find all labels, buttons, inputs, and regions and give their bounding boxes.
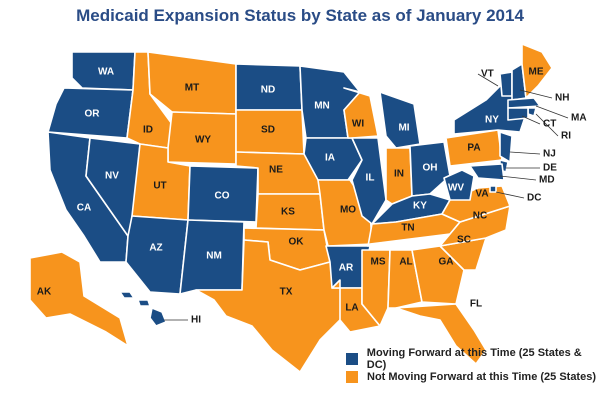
state-label-wy: WY (195, 135, 211, 146)
states-layer (29, 43, 553, 373)
state-label-oh: OH (423, 163, 438, 174)
state-ma (507, 97, 541, 109)
state-label-dc: DC (527, 193, 541, 204)
state-label-md: MD (539, 175, 555, 186)
leader-line-ct (521, 115, 541, 125)
state-vt (499, 71, 513, 97)
state-fl (395, 303, 487, 365)
state-label-id: ID (143, 125, 153, 136)
leader-line-nh (519, 89, 553, 99)
state-ct (507, 107, 529, 121)
state-label-ut: UT (153, 181, 166, 192)
state-il (351, 137, 387, 225)
state-label-ne: NE (269, 165, 283, 176)
legend-forward: Moving Forward at this Time (25 States &… (345, 347, 600, 371)
state-oh (409, 141, 451, 197)
state-label-mi: MI (398, 123, 409, 134)
state-label-ri: RI (561, 131, 571, 142)
state-label-ar: AR (339, 263, 354, 274)
state-ga (411, 245, 465, 305)
leader-line-vt (477, 73, 499, 87)
state-al (387, 249, 423, 309)
state-tx (195, 239, 345, 373)
state-label-pa: PA (467, 143, 480, 154)
leader-line-dc (495, 191, 525, 199)
state-label-la: LA (345, 303, 358, 314)
state-label-ca: CA (77, 203, 91, 214)
legend-not-forward: Not Moving Forward at this Time (25 Stat… (345, 368, 600, 386)
leader-line-nj (509, 151, 541, 155)
state-label-ny: NY (485, 115, 499, 126)
state-label-me: ME (529, 67, 544, 78)
state-label-sd: SD (261, 125, 275, 136)
leader-line-ma (535, 105, 569, 119)
state-label-sc: SC (457, 235, 471, 246)
state-label-mn: MN (314, 101, 330, 112)
state-az (125, 215, 189, 295)
state-label-or: OR (85, 109, 101, 120)
state-wv (443, 169, 475, 201)
state-label-nd: ND (261, 85, 275, 96)
state-label-nc: NC (473, 211, 487, 222)
state-label-ia: IA (325, 153, 335, 164)
state-label-ks: KS (281, 207, 295, 218)
state-label-al: AL (399, 257, 412, 268)
state-label-tx: TX (280, 287, 293, 298)
state-ak (29, 251, 129, 347)
state-nj (499, 131, 513, 163)
state-label-ct: CT (543, 119, 556, 130)
state-md (469, 163, 505, 181)
state-ri (527, 107, 537, 117)
state-me (521, 43, 553, 99)
state-label-hi: HI (191, 315, 201, 326)
state-label-ky: KY (413, 201, 427, 212)
state-label-fl: FL (470, 299, 482, 310)
state-label-co: CO (215, 191, 230, 202)
state-wi (343, 87, 379, 139)
state-label-wa: WA (98, 67, 114, 78)
state-wy (167, 111, 237, 165)
legend-label-forward: Moving Forward at this Time (25 States &… (366, 347, 582, 371)
state-label-ms: MS (371, 257, 386, 268)
state-ms (361, 249, 391, 327)
state-label-ok: OK (289, 237, 305, 248)
state-label-in: IN (394, 169, 404, 180)
state-label-ak: AK (37, 287, 52, 298)
state-label-nm: NM (206, 251, 222, 262)
state-label-wv: WV (448, 183, 464, 194)
state-label-tn: TN (401, 223, 414, 234)
legend-label-not-forward: Not Moving Forward at this Time (25 Stat… (367, 371, 596, 383)
state-label-nh: NH (555, 93, 569, 104)
state-label-vt: VT (481, 69, 494, 80)
state-label-mo: MO (340, 205, 356, 216)
leader-line-md (499, 175, 537, 181)
state-label-va: VA (475, 189, 488, 200)
state-label-ma: MA (571, 113, 587, 124)
state-label-nj: NJ (543, 149, 556, 160)
state-or (47, 87, 134, 139)
state-label-il: IL (366, 173, 375, 184)
leader-line-ri (535, 113, 559, 137)
state-label-ga: GA (439, 257, 454, 268)
map-title: Medicaid Expansion Status by State as of… (76, 6, 524, 25)
state-label-az: AZ (149, 243, 162, 254)
state-label-nv: NV (105, 171, 119, 182)
labels-layer: WA OR CA NV ID MT WY UT AZ CO NM ND SD NE KS OK TX MN IA MO… (37, 67, 544, 314)
legend-swatch-forward (345, 352, 359, 366)
state-label-de: DE (543, 163, 557, 174)
state-dc (489, 185, 497, 193)
legend-swatch-not-forward (345, 370, 359, 384)
state-mi (379, 91, 421, 149)
legend: Moving Forward at this Time (25 States &… (345, 347, 600, 386)
state-hi (119, 291, 167, 327)
state-label-wi: WI (352, 119, 364, 130)
state-label-mt: MT (185, 83, 199, 94)
